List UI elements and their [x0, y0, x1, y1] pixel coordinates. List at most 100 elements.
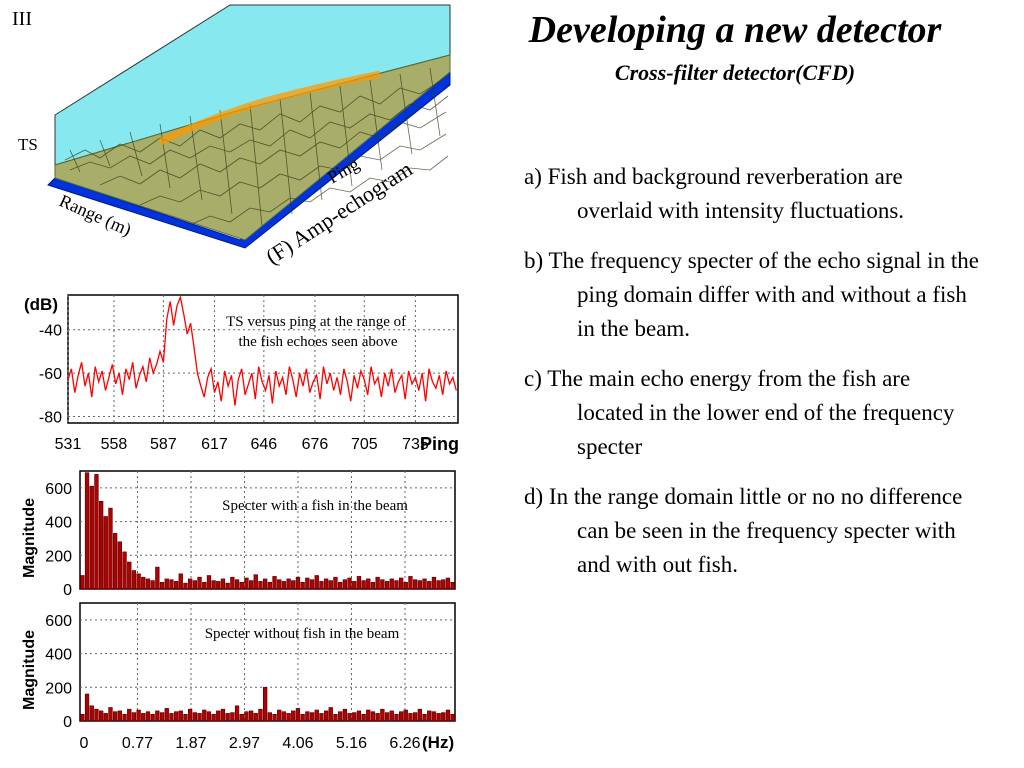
x-tick-label: 558 [101, 436, 128, 453]
x-tick-label: 6.26 [389, 735, 420, 752]
bar [394, 714, 399, 722]
bar [267, 582, 273, 590]
bar [398, 711, 404, 722]
bar [159, 582, 165, 590]
bar [244, 711, 249, 722]
bullet-a: a) Fish and background reverberation are… [524, 164, 905, 223]
chart-annotation: TS versus ping at the range of the fish … [226, 314, 410, 350]
bar [155, 566, 160, 590]
bar [249, 710, 254, 722]
bar [450, 582, 455, 590]
bar [314, 709, 319, 722]
bar [108, 507, 113, 590]
bar [131, 712, 137, 722]
chart-annotation: Specter without fish in the beam [205, 626, 400, 642]
bar [183, 582, 188, 590]
bar [164, 578, 169, 590]
bar [384, 712, 390, 722]
y-axis-ticks: -40 -60 -80 [39, 323, 62, 427]
bar [197, 713, 202, 722]
bar [337, 711, 343, 722]
bar [394, 580, 399, 590]
y-tick-label: -80 [39, 409, 62, 426]
bar [220, 708, 226, 722]
bar [403, 582, 408, 590]
bar [99, 500, 104, 590]
bar [427, 581, 432, 590]
y-axis-ticks: 0 200 400 600 [45, 613, 72, 731]
bar [291, 710, 296, 722]
bar [356, 576, 362, 590]
bar [352, 712, 357, 722]
bar [286, 578, 291, 590]
bar [417, 708, 423, 722]
bar [127, 561, 132, 590]
bar [262, 687, 268, 722]
grid [67, 295, 458, 423]
bar [197, 576, 202, 590]
bar [155, 710, 160, 722]
bar [370, 711, 376, 722]
bar [169, 579, 174, 590]
x-axis-ticks: 0 0.77 1.87 2.97 4.06 5.16 6.26 [80, 735, 421, 752]
bar [188, 578, 193, 590]
y-tick-label: 200 [45, 680, 72, 697]
bar [253, 713, 258, 722]
bar [342, 708, 348, 722]
ts-versus-ping-chart: -40-60-80 531 558 587 617 646 676 705 735 (dB) … [24, 294, 459, 454]
y-tick-label: -40 [39, 323, 62, 340]
bar [183, 714, 188, 722]
bar [277, 709, 282, 722]
x-tick-label: 0.77 [122, 735, 153, 752]
bar [211, 714, 216, 722]
y-tick-label: 0 [63, 714, 72, 731]
bar [342, 579, 348, 590]
bar [277, 579, 282, 590]
x-tick-label: 1.87 [175, 735, 206, 752]
series-line [67, 294, 457, 406]
bar [117, 541, 123, 590]
bar [398, 577, 404, 590]
bar [272, 576, 277, 590]
bar [422, 714, 427, 722]
bar [159, 712, 165, 722]
annotation-line-1: TS versus ping at the range of [226, 314, 406, 330]
bar [145, 578, 151, 590]
bar [211, 580, 216, 590]
bar [356, 710, 362, 722]
bar [436, 580, 441, 590]
y-axis-ticks: 0 200 400 600 [45, 481, 72, 596]
bar [384, 581, 390, 590]
x-tick-label: 676 [302, 436, 329, 453]
bar [412, 712, 418, 722]
bullet-list: a) Fish and background reverberation are… [524, 160, 979, 598]
bar [169, 713, 174, 722]
x-tick-label: 617 [201, 436, 228, 453]
x-tick-label: 705 [351, 436, 378, 453]
bar [192, 712, 198, 722]
x-tick-label: 5.16 [336, 735, 367, 752]
bar [150, 580, 155, 590]
data-marks [80, 472, 455, 590]
bar [431, 711, 437, 722]
bar [375, 576, 380, 590]
amp-echogram-figure: TS Range (m) Ping (F) Amp-echogram [18, 4, 451, 269]
bar [441, 712, 446, 722]
bar [323, 710, 329, 722]
bar [141, 576, 146, 590]
bar [253, 574, 258, 590]
bar [305, 577, 310, 590]
x-tick-label: 2.97 [229, 735, 260, 752]
bar [370, 582, 376, 590]
bar [188, 708, 193, 722]
bar [216, 710, 221, 722]
bar [258, 581, 263, 590]
bar [309, 579, 315, 590]
echogram-axis-ts: TS [18, 135, 38, 154]
bar [361, 580, 366, 590]
slide-number: III [12, 8, 32, 30]
bar [450, 714, 455, 722]
bar [113, 533, 118, 590]
bar [422, 578, 427, 590]
bar [295, 708, 301, 722]
